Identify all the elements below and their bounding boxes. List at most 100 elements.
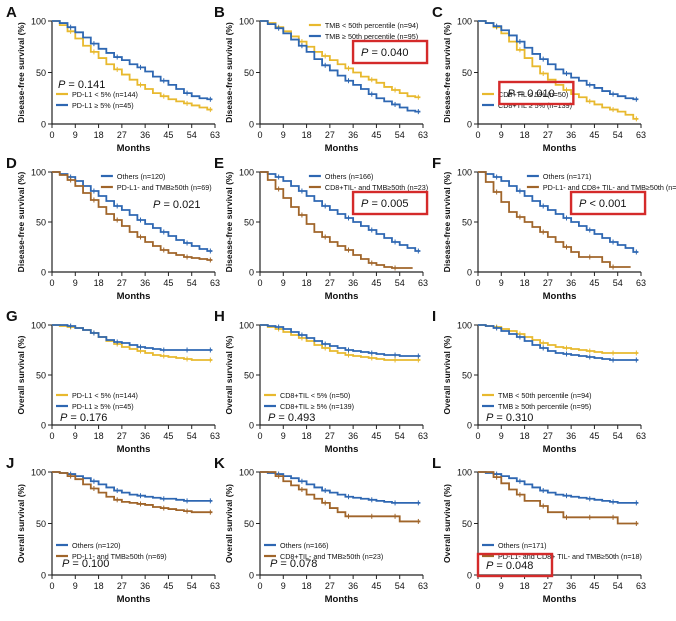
x-tick-label: 9 xyxy=(281,130,286,140)
x-axis-label: Months xyxy=(325,594,359,605)
x-tick-label: 27 xyxy=(325,581,335,591)
legend-label: Others (n=171) xyxy=(498,541,547,550)
p-value: P = 0.100 xyxy=(62,558,109,570)
x-tick-label: 63 xyxy=(210,278,220,288)
legend-label: CD8+TIL- and TMB≥50th (n=23) xyxy=(280,552,383,561)
legend-label: Others (n=166) xyxy=(280,541,329,550)
panel-c: C 0 50 100 0 9 18 27 36 45 54 63 Months Disease-free … xyxy=(432,4,646,154)
x-tick-label: 54 xyxy=(613,278,623,288)
series-line-2 xyxy=(478,324,639,361)
legend-label: PD-L1- and TMB≥50th (n=69) xyxy=(72,552,167,561)
series-line-1 xyxy=(52,471,213,502)
x-tick-label: 63 xyxy=(418,278,428,288)
series-line-2 xyxy=(260,171,413,269)
panel-k: K 0 50 100 0 9 18 27 36 45 54 63 Months Overall survi… xyxy=(214,455,428,605)
y-tick-label: 100 xyxy=(457,321,472,331)
x-tick-label: 18 xyxy=(302,581,312,591)
y-axis-label: Disease-free survival (%) xyxy=(16,172,26,273)
panel-letter: G xyxy=(6,308,18,325)
x-tick-label: 63 xyxy=(210,581,220,591)
panel-f: F 0 50 100 0 9 18 27 36 45 54 63 Months Disease-free … xyxy=(432,155,676,302)
x-tick-label: 63 xyxy=(418,581,428,591)
x-tick-label: 0 xyxy=(475,431,480,441)
x-axis-label: Months xyxy=(117,143,151,154)
series-line-2 xyxy=(52,171,213,261)
x-tick-label: 9 xyxy=(499,278,504,288)
y-tick-label: 100 xyxy=(457,17,472,27)
legend-label: Others (n=171) xyxy=(543,172,592,181)
y-axis-label: Overall survival (%) xyxy=(442,335,452,414)
legend-label: PD-L1 ≥ 5% (n=45) xyxy=(72,101,134,110)
y-axis-label: Overall survival (%) xyxy=(224,484,234,563)
x-tick-label: 27 xyxy=(117,130,127,140)
p-value: P = 0.040 xyxy=(361,47,408,59)
y-tick-label: 50 xyxy=(36,68,46,78)
p-value: P = 0.078 xyxy=(270,558,317,570)
y-tick-label: 100 xyxy=(31,17,46,27)
x-tick-label: 54 xyxy=(395,431,405,441)
p-value-highlight-box xyxy=(569,190,647,216)
x-tick-label: 45 xyxy=(589,581,599,591)
panel-letter: B xyxy=(214,4,225,21)
x-tick-label: 63 xyxy=(636,278,646,288)
x-tick-label: 63 xyxy=(636,581,646,591)
x-tick-label: 0 xyxy=(475,130,480,140)
x-axis-label: Months xyxy=(325,291,359,302)
x-tick-label: 27 xyxy=(325,278,335,288)
x-tick-label: 54 xyxy=(395,581,405,591)
p-value: P = 0.493 xyxy=(268,412,315,424)
x-tick-label: 36 xyxy=(566,581,576,591)
panel-d: D 0 50 100 0 9 18 27 36 45 54 63 Months Disease-free … xyxy=(6,155,220,302)
p-value-highlight-box xyxy=(351,39,429,65)
y-axis-label: Overall survival (%) xyxy=(16,335,26,414)
series-line-2 xyxy=(260,20,421,113)
y-tick-label: 0 xyxy=(467,120,472,130)
p-value: P = 0.310 xyxy=(486,412,533,424)
x-tick-label: 9 xyxy=(499,130,504,140)
x-tick-label: 54 xyxy=(187,130,197,140)
x-tick-label: 36 xyxy=(348,581,358,591)
x-tick-label: 18 xyxy=(302,278,312,288)
legend-label: CD8+TIL < 5% (n=50) xyxy=(498,90,568,99)
y-tick-label: 50 xyxy=(244,218,254,228)
y-tick-label: 50 xyxy=(462,68,472,78)
x-tick-label: 36 xyxy=(140,278,150,288)
y-tick-label: 100 xyxy=(31,321,46,331)
x-tick-label: 54 xyxy=(613,581,623,591)
x-tick-label: 45 xyxy=(163,130,173,140)
x-tick-label: 54 xyxy=(187,431,197,441)
x-tick-label: 36 xyxy=(566,130,576,140)
series-line-1 xyxy=(478,171,639,253)
x-tick-label: 18 xyxy=(94,581,104,591)
y-tick-label: 0 xyxy=(249,120,254,130)
series-line-1 xyxy=(260,471,421,504)
x-tick-label: 0 xyxy=(49,581,54,591)
y-tick-label: 100 xyxy=(239,168,254,178)
y-tick-label: 0 xyxy=(467,571,472,581)
x-tick-label: 18 xyxy=(302,130,312,140)
legend-label: Others (n=120) xyxy=(117,172,166,181)
x-tick-label: 36 xyxy=(348,278,358,288)
y-axis-label: Disease-free survival (%) xyxy=(224,172,234,273)
series-line-2 xyxy=(478,471,639,525)
y-axis-label: Disease-free survival (%) xyxy=(442,172,452,273)
series-line-2 xyxy=(260,324,421,357)
x-tick-label: 45 xyxy=(163,278,173,288)
x-axis-label: Months xyxy=(325,444,359,455)
x-axis-label: Months xyxy=(117,444,151,455)
x-tick-label: 27 xyxy=(543,130,553,140)
panel-b: B 0 50 100 0 9 18 27 36 45 54 63 Months Disease-free … xyxy=(214,4,429,154)
y-tick-label: 100 xyxy=(31,168,46,178)
y-tick-label: 50 xyxy=(462,218,472,228)
x-tick-label: 0 xyxy=(257,431,262,441)
series-line-2 xyxy=(52,471,213,514)
y-tick-label: 50 xyxy=(244,68,254,78)
y-tick-label: 50 xyxy=(36,519,46,529)
x-tick-label: 0 xyxy=(49,278,54,288)
y-axis-label: Disease-free survival (%) xyxy=(16,22,26,123)
y-tick-label: 0 xyxy=(249,268,254,278)
y-tick-label: 50 xyxy=(36,218,46,228)
legend-label: TMB ≥ 50th percentile (n=95) xyxy=(325,32,418,41)
panel-a: A 0 50 100 0 9 18 27 36 45 54 63 Months Disease-free … xyxy=(6,4,220,154)
legend-label: TMB ≥ 50th percentile (n=95) xyxy=(498,402,591,411)
